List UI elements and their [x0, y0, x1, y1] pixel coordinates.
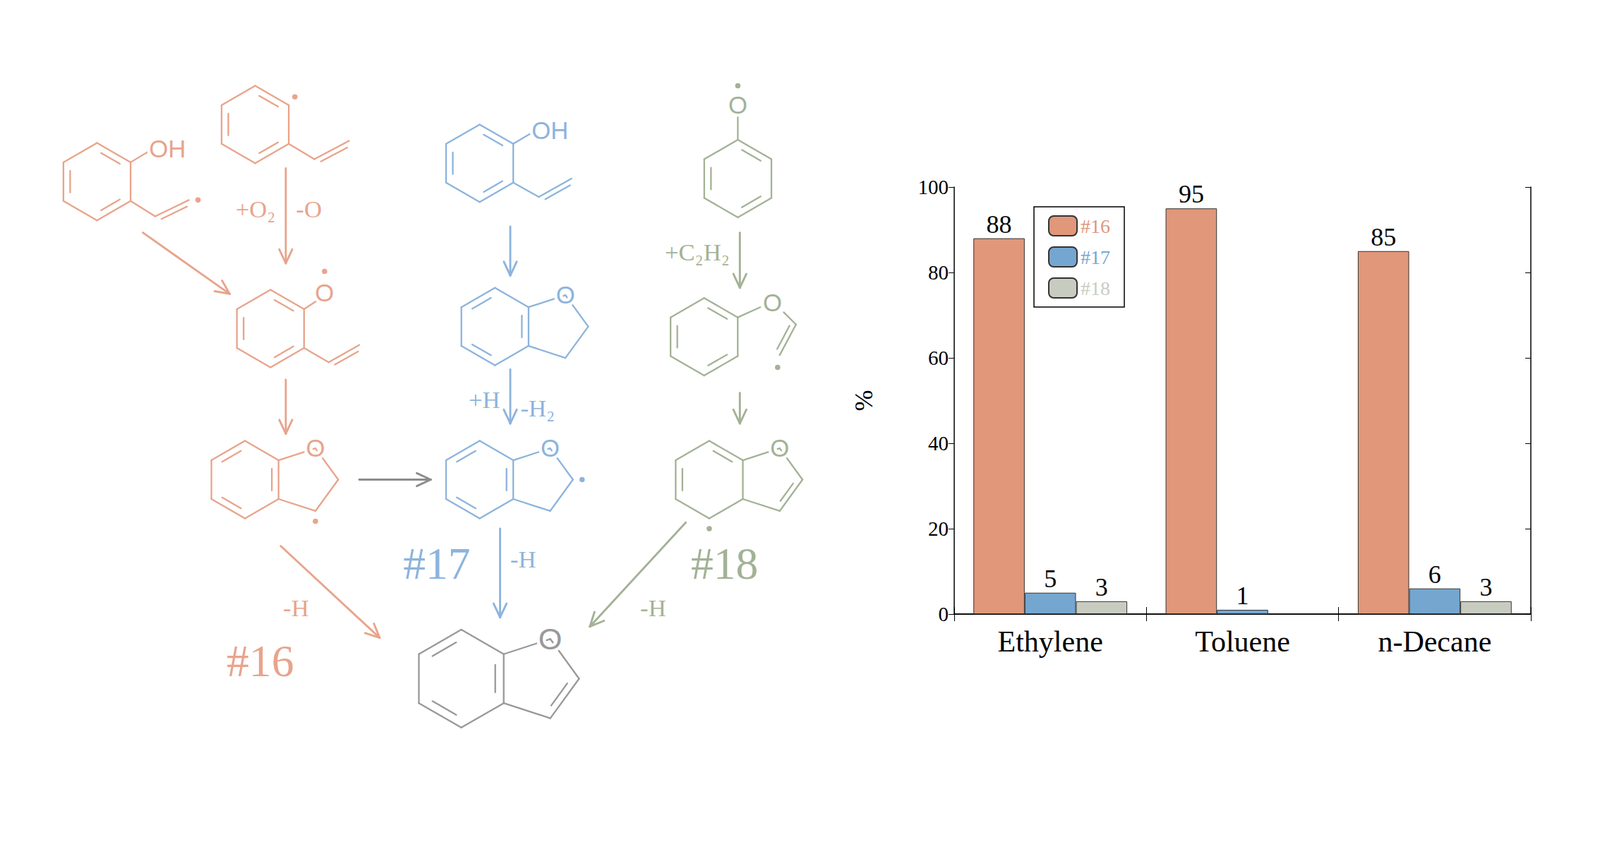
svg-text:O: O — [314, 279, 334, 307]
svg-text:O: O — [556, 281, 576, 309]
svg-text:#18: #18 — [1080, 277, 1111, 300]
svg-text:-H: -H — [640, 594, 667, 622]
svg-text:+C₂H₂: +C₂H₂ — [664, 238, 730, 267]
svg-text:OH: OH — [531, 117, 569, 144]
svg-text:40: 40 — [928, 431, 949, 455]
svg-text:#17: #17 — [402, 538, 471, 589]
svg-text:%: % — [849, 390, 878, 412]
svg-text:O: O — [762, 289, 783, 317]
svg-text:0: 0 — [938, 602, 950, 626]
svg-text:#16: #16 — [1080, 215, 1111, 238]
svg-text:3: 3 — [1479, 573, 1493, 602]
svg-text:#16: #16 — [226, 635, 294, 687]
svg-text:85: 85 — [1370, 223, 1397, 252]
svg-text:#18: #18 — [690, 538, 759, 589]
svg-text:Toluene: Toluene — [1194, 625, 1291, 658]
svg-text:n-Decane: n-Decane — [1377, 625, 1492, 658]
svg-text:O: O — [770, 434, 790, 462]
svg-text:O: O — [538, 621, 563, 656]
svg-text:1: 1 — [1236, 581, 1250, 610]
svg-text:+H: +H — [468, 386, 501, 414]
svg-text:80: 80 — [928, 261, 949, 284]
svg-text:O: O — [305, 434, 325, 462]
svg-text:88: 88 — [986, 210, 1013, 239]
svg-text:-H: -H — [510, 545, 537, 574]
svg-text:-H₂: -H₂ — [520, 394, 555, 423]
svg-text:3: 3 — [1095, 573, 1109, 602]
svg-text:100: 100 — [918, 175, 950, 199]
svg-text:95: 95 — [1178, 179, 1205, 209]
svg-text:60: 60 — [928, 346, 949, 370]
svg-text:6: 6 — [1428, 560, 1442, 589]
svg-text:+O₂: +O₂ — [235, 195, 276, 224]
svg-text:O: O — [540, 434, 560, 462]
svg-text:-O: -O — [295, 195, 322, 224]
svg-text:OH: OH — [148, 135, 186, 163]
svg-text:5: 5 — [1043, 564, 1057, 593]
svg-text:O: O — [728, 91, 748, 119]
svg-text:#17: #17 — [1080, 246, 1111, 269]
svg-text:-H: -H — [283, 594, 310, 622]
svg-text:Ethylene: Ethylene — [997, 625, 1104, 658]
svg-text:20: 20 — [928, 517, 949, 540]
